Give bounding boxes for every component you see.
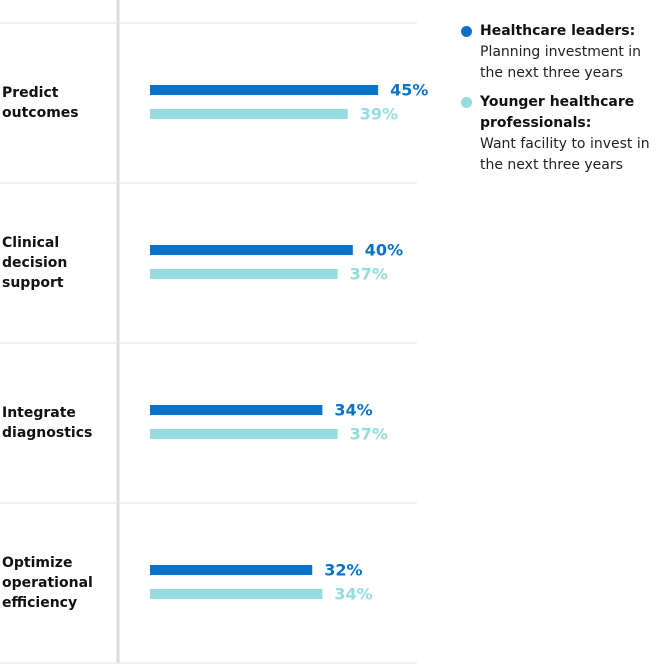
value-label: 37% [350, 265, 388, 284]
value-label: 37% [350, 425, 388, 444]
bar [150, 269, 338, 279]
value-label: 34% [334, 585, 372, 604]
bar [150, 429, 338, 439]
category-label: Clinical decision support [2, 235, 68, 291]
value-label: 34% [334, 401, 372, 420]
bar [150, 109, 348, 119]
value-label: 39% [360, 105, 398, 124]
bar [150, 565, 313, 575]
value-label: 32% [324, 561, 362, 580]
legend-description: Want facility to invest in the next thre… [480, 136, 650, 173]
legend-marker [461, 97, 472, 108]
legend-entry: Younger healthcare professionals: Want fa… [480, 92, 660, 176]
legend-description: Planning investment in the next three ye… [480, 44, 642, 81]
category-label: Integrate diagnostics [2, 405, 93, 441]
value-label: 45% [390, 81, 428, 100]
category-label: Optimize operational efficiency [2, 555, 93, 611]
bar [150, 85, 379, 95]
bar [150, 245, 353, 255]
legend-marker [461, 26, 472, 37]
value-label: 40% [365, 241, 403, 260]
category-label: Predict outcomes [2, 85, 79, 121]
bar [150, 589, 323, 599]
bar [150, 405, 323, 415]
legend-name: Healthcare leaders: [480, 23, 636, 39]
legend-entry: Healthcare leaders: Planning investment i… [480, 21, 660, 84]
legend-name: Younger healthcare professionals: [480, 94, 635, 131]
